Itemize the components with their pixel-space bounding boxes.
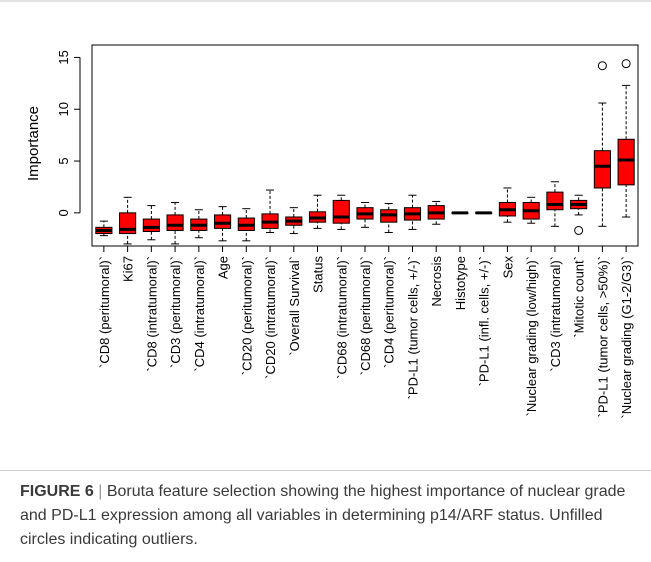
boxplot-svg: 0 5 10 15 Importance `CD8 (peritumoral)` Ki67 `… (25, 44, 639, 419)
x-tick-label: Age (216, 256, 231, 279)
caption-rule (0, 470, 651, 471)
x-tick-label: `CD8 (peritumoral)` (97, 256, 112, 368)
x-tick-label: `CD4 (intratumoral)` (192, 256, 207, 372)
x-tick-label: `Overall Survival` (287, 256, 302, 356)
box (166, 214, 184, 231)
x-tick-label: `CD20 (peritumoral)` (239, 256, 254, 375)
figure-caption: FIGURE 6 | Boruta feature selection show… (20, 480, 635, 552)
figure-label: FIGURE 6 (20, 483, 94, 500)
boxplot-chart: 0 5 10 15 Importance `CD8 (peritumoral)` Ki67 `… (25, 44, 639, 419)
top-rule (0, 0, 651, 2)
box (593, 150, 611, 189)
x-tick-label: Histotype (453, 256, 468, 310)
x-tick-label: `Nuclear grading (low/high)` (524, 256, 539, 416)
outlier-point (597, 61, 607, 71)
box (142, 218, 160, 232)
x-tick-label: Necrosis (429, 256, 444, 307)
outlier-point (574, 225, 584, 235)
y-tick-label: 15 (56, 50, 71, 64)
caption-text: Boruta feature selection showing the hig… (20, 483, 626, 548)
x-tick-label: `CD20 (intratumoral)` (263, 256, 278, 379)
x-tick-label: `CD3 (intratumoral)` (548, 256, 563, 372)
box (213, 214, 232, 229)
y-axis-label: Importance (25, 106, 42, 181)
x-tick-label: `CD68 (peritumoral)` (358, 256, 373, 375)
y-tick-label: 5 (56, 157, 71, 164)
x-tick-label: `CD3 (peritumoral)` (168, 256, 183, 368)
x-tick-label: `CD8 (intratumoral)` (144, 256, 159, 372)
x-tick-label: `CD4 (peritumoral)` (382, 256, 397, 368)
y-tick-label: 0 (56, 209, 71, 216)
outlier-point (621, 59, 631, 69)
x-tick-label: `CD68 (intratumoral)` (334, 256, 349, 379)
x-tick-label: Sex (500, 256, 515, 279)
box (617, 138, 635, 186)
x-tick-label: `PD-L1 (tumor cells, >50%)` (595, 256, 610, 417)
x-tick-label: Ki67 (121, 256, 136, 282)
caption-separator: | (98, 483, 103, 500)
box (332, 199, 350, 224)
x-tick-label: `PD-L1 (infl. cells, +/-)` (477, 256, 492, 386)
x-tick-label: `PD-L1 (tumor cells, +/-)` (405, 256, 420, 399)
y-tick-label: 10 (56, 102, 71, 116)
x-tick-label: `Mitotic count` (572, 256, 587, 338)
x-tick-label: `Nuclear grading (G1-2/G3)` (619, 256, 634, 419)
box (546, 191, 564, 211)
x-tick-label: Status (311, 256, 326, 293)
